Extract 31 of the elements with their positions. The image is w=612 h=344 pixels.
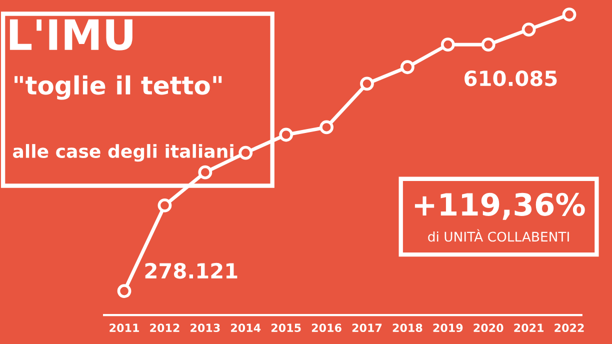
point	[320, 120, 334, 134]
point	[562, 8, 576, 22]
point	[522, 22, 536, 36]
point	[238, 146, 253, 160]
x-tick-label: 2015	[272, 324, 301, 332]
x-tick-label: 2011	[110, 324, 139, 332]
x-tick-label: 2019	[433, 324, 463, 332]
annotation: 610.085	[464, 70, 557, 86]
point	[158, 198, 172, 212]
x-tick-label: 2021	[514, 324, 544, 332]
point	[440, 38, 455, 52]
annotation: +119,36%	[414, 192, 585, 220]
x-tick-label: 2018	[392, 324, 422, 332]
point	[279, 128, 294, 142]
chart-title: L'IMU	[10, 19, 132, 50]
x-tick-label: 2017	[352, 324, 382, 332]
point	[400, 60, 414, 74]
x-tick-label: 2016	[312, 324, 342, 332]
x-tick-label: 2013	[190, 324, 220, 332]
annotation: di UNITÀ COLLABENTI	[428, 229, 569, 242]
annotation: 278.121	[145, 262, 238, 279]
x-tick-label: 2012	[150, 324, 180, 332]
point	[360, 76, 374, 91]
point	[117, 284, 132, 298]
x-tick-label: 2020	[474, 324, 504, 332]
annotation: alle case degli italiani	[13, 144, 234, 162]
x-tick-label: 2014	[231, 324, 261, 332]
x-tick-label: 2022	[554, 324, 584, 332]
text: "toglie il tetto"	[14, 75, 222, 100]
point	[198, 165, 212, 180]
point	[481, 38, 496, 52]
